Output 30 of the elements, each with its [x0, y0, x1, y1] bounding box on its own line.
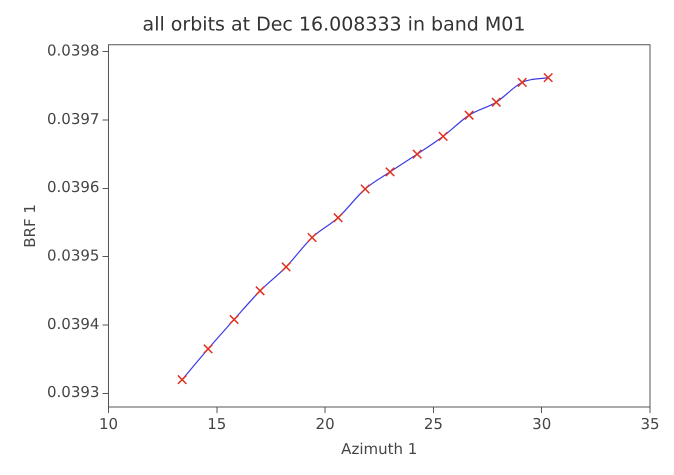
point: [229, 314, 240, 325]
point: [255, 286, 266, 296]
y-tick-label: 0.0395: [46, 246, 100, 265]
x-axis-title: Azimuth 1: [341, 440, 418, 458]
y-tick-label: 0.0393: [46, 383, 100, 402]
x-tick-label: 35: [640, 414, 660, 433]
x-tick-label: 20: [316, 414, 335, 433]
x-tick-label: 30: [532, 414, 552, 433]
point: [360, 184, 370, 194]
point: [543, 72, 554, 83]
chart-title: all orbits at Dec 16.008333 in band M01: [142, 13, 526, 36]
point: [464, 110, 474, 120]
x-tick-label: 10: [98, 414, 118, 433]
point: [281, 262, 292, 272]
x-tick-label: 15: [207, 414, 226, 433]
point: [203, 344, 214, 354]
y-tick-label: 0.0398: [46, 42, 100, 60]
point: [177, 374, 188, 385]
y-tick-label: 0.0396: [46, 178, 100, 196]
y-tick-label: 0.0394: [46, 314, 100, 333]
point: [491, 97, 502, 108]
y-axis-title: BRF 1: [20, 204, 39, 248]
point: [412, 149, 422, 160]
point: [517, 77, 528, 88]
point: [438, 131, 448, 142]
point: [307, 232, 318, 243]
x-tick-label: 25: [424, 414, 443, 433]
y-tick-label: 0.0397: [46, 110, 100, 128]
point: [385, 166, 396, 177]
point: [333, 212, 344, 223]
